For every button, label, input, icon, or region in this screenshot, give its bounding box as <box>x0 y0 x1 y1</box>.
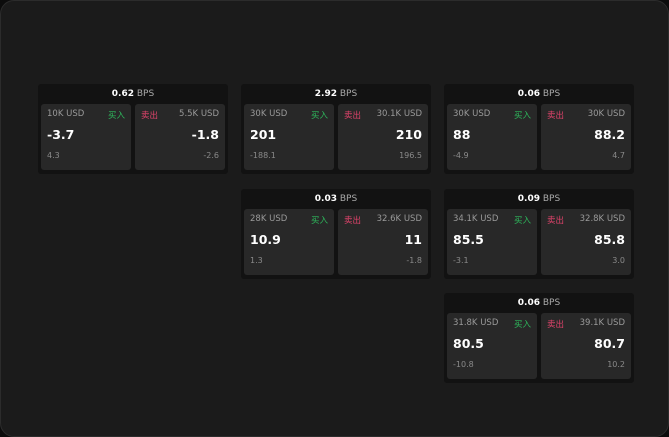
ask-size: 32.6K USD <box>376 214 422 224</box>
bid-size: 31.8K USD <box>453 318 499 328</box>
spread-unit: BPS <box>136 89 155 99</box>
quote-card: 0.06 BPS 31.8K USD 买入 80.5 -10.8 卖出 39.1K … <box>444 293 634 383</box>
spread-value: 0.06 <box>517 89 540 99</box>
ask-price: 210 <box>395 127 422 142</box>
ask-price: 85.8 <box>594 232 625 247</box>
ask-change: -2.6 <box>203 151 219 160</box>
buy-box[interactable]: 30K USD 买入 88 -4.9 <box>447 104 537 170</box>
spread-unit: BPS <box>542 89 561 99</box>
buy-label: 买入 <box>310 111 328 121</box>
spread-unit: BPS <box>542 298 561 308</box>
bid-price: 201 <box>250 127 277 142</box>
sell-box[interactable]: 卖出 5.5K USD -1.8 -2.6 <box>135 104 225 170</box>
ask-change: 3.0 <box>612 256 625 265</box>
bid-change: 4.3 <box>47 151 60 160</box>
sell-box[interactable]: 卖出 32.6K USD 11 -1.8 <box>338 209 428 275</box>
bid-price: 88 <box>453 127 471 142</box>
bid-size: 10K USD <box>47 109 85 119</box>
ask-price: 88.2 <box>594 127 625 142</box>
spread-header: 0.03 BPS <box>241 189 431 209</box>
sell-box[interactable]: 卖出 32.8K USD 85.8 3.0 <box>541 209 631 275</box>
sell-label: 卖出 <box>344 216 362 226</box>
bid-price: -3.7 <box>47 127 75 142</box>
bid-change: -10.8 <box>453 360 474 369</box>
quote-card: 0.09 BPS 34.1K USD 买入 85.5 -3.1 卖出 32.8K U… <box>444 189 634 279</box>
spread-value: 0.03 <box>314 194 337 204</box>
buy-box[interactable]: 30K USD 买入 201 -188.1 <box>244 104 334 170</box>
sell-label: 卖出 <box>547 111 565 121</box>
spread-unit: BPS <box>339 194 358 204</box>
sell-label: 卖出 <box>547 216 565 226</box>
spread-header: 0.62 BPS <box>38 84 228 104</box>
spread-header: 0.06 BPS <box>444 293 634 313</box>
buy-label: 买入 <box>513 216 531 226</box>
quote-card: 0.06 BPS 30K USD 买入 88 -4.9 卖出 30K USD 88.… <box>444 84 634 174</box>
spread-unit: BPS <box>339 89 358 99</box>
buy-label: 买入 <box>513 111 531 121</box>
ask-size: 30.1K USD <box>376 109 422 119</box>
bid-size: 34.1K USD <box>453 214 499 224</box>
bid-size: 30K USD <box>453 109 491 119</box>
bid-change: -4.9 <box>453 151 469 160</box>
buy-box[interactable]: 10K USD 买入 -3.7 4.3 <box>41 104 131 170</box>
ask-size: 32.8K USD <box>579 214 625 224</box>
quote-card: 0.62 BPS 10K USD 买入 -3.7 4.3 卖出 5.5K USD -… <box>38 84 228 174</box>
sell-box[interactable]: 卖出 30K USD 88.2 4.7 <box>541 104 631 170</box>
buy-label: 买入 <box>513 320 531 330</box>
bid-change: -188.1 <box>250 151 276 160</box>
bid-size: 30K USD <box>250 109 288 119</box>
ask-change: 10.2 <box>607 360 625 369</box>
bid-price: 80.5 <box>453 336 484 351</box>
spread-header: 0.09 BPS <box>444 189 634 209</box>
sell-label: 卖出 <box>344 111 362 121</box>
ask-change: 4.7 <box>612 151 625 160</box>
spread-value: 0.06 <box>517 298 540 308</box>
ask-change: -1.8 <box>406 256 422 265</box>
buy-label: 买入 <box>107 111 125 121</box>
ask-size: 39.1K USD <box>579 318 625 328</box>
spread-unit: BPS <box>542 194 561 204</box>
sell-box[interactable]: 卖出 30.1K USD 210 196.5 <box>338 104 428 170</box>
bid-price: 85.5 <box>453 232 484 247</box>
buy-box[interactable]: 28K USD 买入 10.9 1.3 <box>244 209 334 275</box>
bid-change: 1.3 <box>250 256 263 265</box>
spread-header: 0.06 BPS <box>444 84 634 104</box>
spread-header: 2.92 BPS <box>241 84 431 104</box>
bid-price: 10.9 <box>250 232 281 247</box>
sell-label: 卖出 <box>141 111 159 121</box>
ask-price: -1.8 <box>191 127 219 142</box>
buy-box[interactable]: 34.1K USD 买入 85.5 -3.1 <box>447 209 537 275</box>
ask-price: 11 <box>404 232 422 247</box>
sell-label: 卖出 <box>547 320 565 330</box>
spread-value: 0.09 <box>517 194 540 204</box>
buy-box[interactable]: 31.8K USD 买入 80.5 -10.8 <box>447 313 537 379</box>
sell-box[interactable]: 卖出 39.1K USD 80.7 10.2 <box>541 313 631 379</box>
quote-card: 2.92 BPS 30K USD 买入 201 -188.1 卖出 30.1K US… <box>241 84 431 174</box>
quote-card: 0.03 BPS 28K USD 买入 10.9 1.3 卖出 32.6K USD … <box>241 189 431 279</box>
ask-size: 30K USD <box>587 109 625 119</box>
bid-change: -3.1 <box>453 256 469 265</box>
ask-change: 196.5 <box>399 151 422 160</box>
spread-value: 2.92 <box>314 89 337 99</box>
ask-price: 80.7 <box>594 336 625 351</box>
bid-size: 28K USD <box>250 214 288 224</box>
spread-value: 0.62 <box>111 89 134 99</box>
ask-size: 5.5K USD <box>179 109 219 119</box>
buy-label: 买入 <box>310 216 328 226</box>
